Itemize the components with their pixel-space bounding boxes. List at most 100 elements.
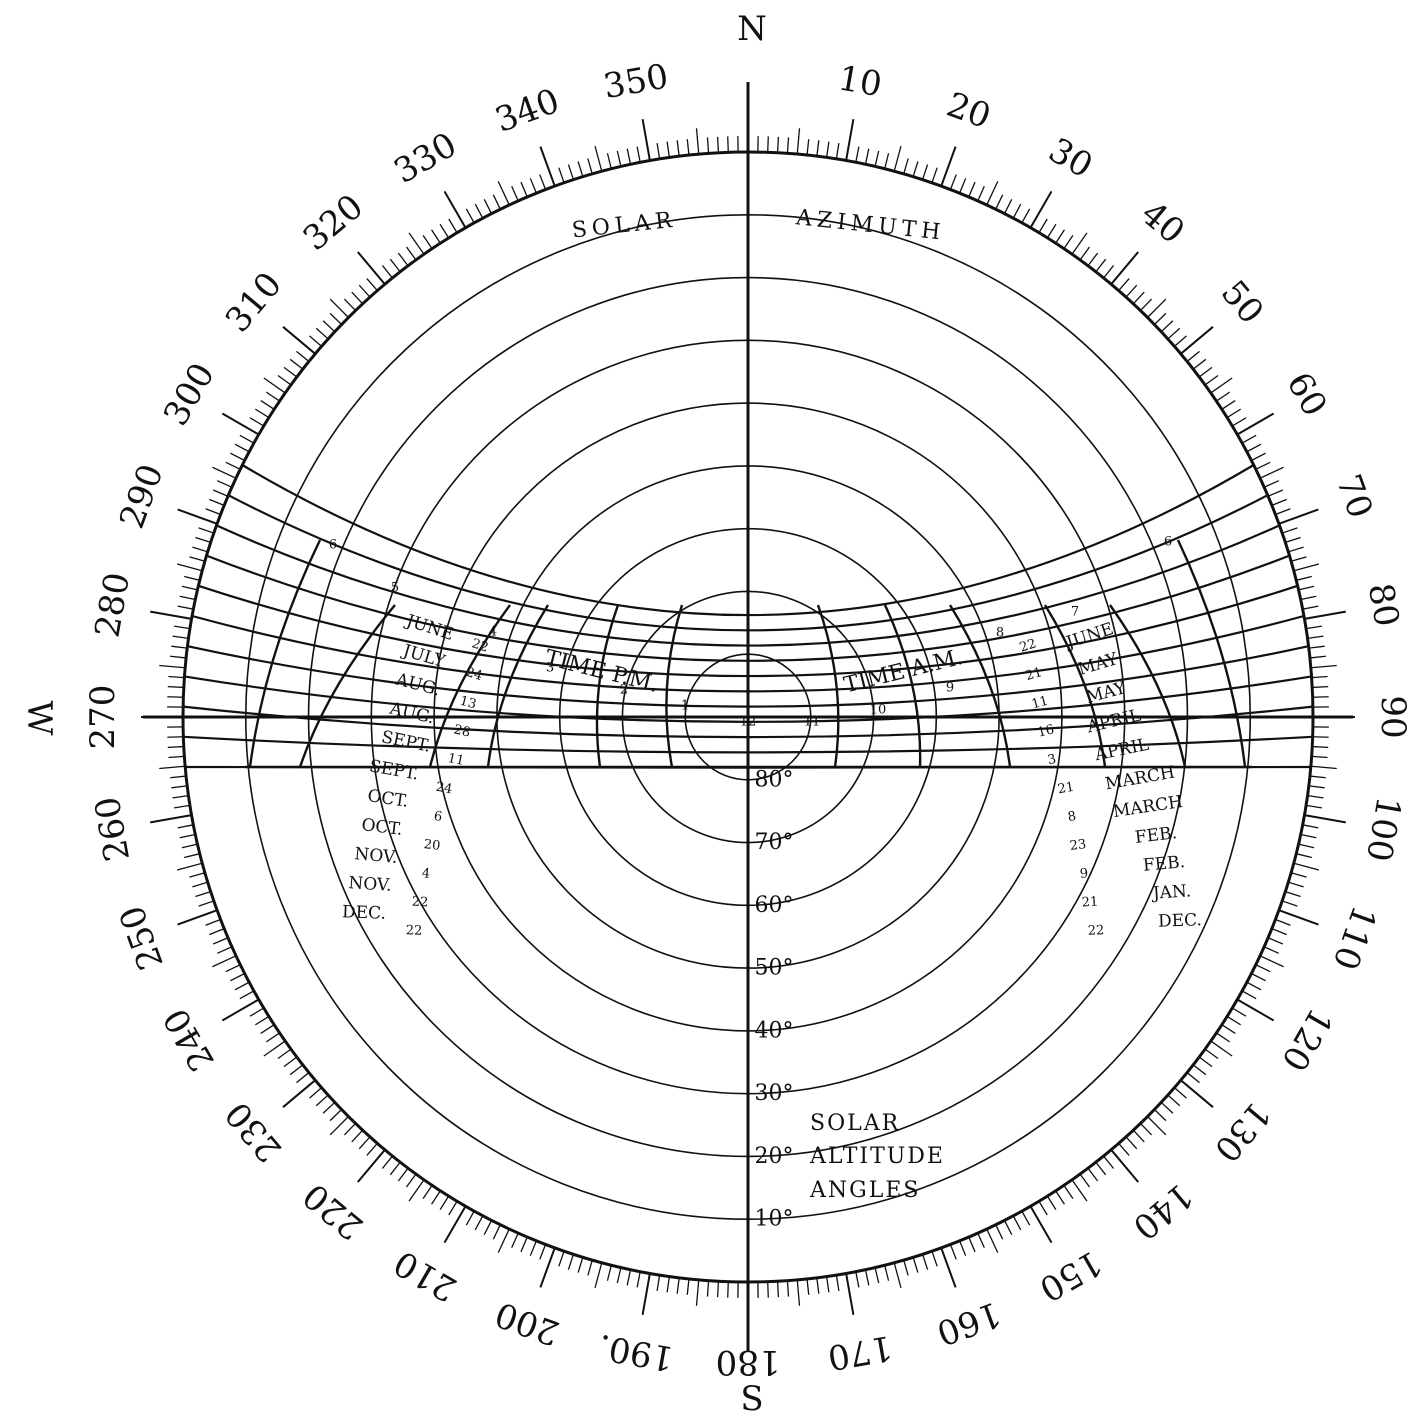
azimuth-tick <box>167 736 184 738</box>
azimuth-tick <box>195 536 211 544</box>
pm-date-day: 22 <box>470 636 490 655</box>
azimuth-tick <box>277 374 292 386</box>
azimuth-tick <box>1311 675 1328 679</box>
azimuth-tick <box>676 140 680 157</box>
azimuth-tick <box>1071 1179 1088 1202</box>
azimuth-tick <box>558 1251 565 1267</box>
azimuth-tick <box>1125 284 1138 298</box>
azimuth-tick <box>806 1278 810 1295</box>
azimuth-tick <box>884 153 890 169</box>
azimuth-tick <box>606 153 612 169</box>
azimuth-tick <box>949 1244 957 1260</box>
azimuth-tick <box>171 645 188 649</box>
azimuth-label-350: 350 <box>601 56 672 107</box>
azimuth-tick <box>1221 1024 1236 1034</box>
azimuth-tick <box>845 119 855 161</box>
azimuth-label-150: 150 <box>1032 1242 1108 1309</box>
azimuth-tick <box>884 1265 890 1281</box>
azimuth-tick <box>265 391 280 402</box>
south-label: S <box>740 1379 763 1419</box>
azimuth-tick <box>1180 326 1214 355</box>
azimuth-tick <box>177 824 194 829</box>
azimuth-tick <box>260 1024 275 1034</box>
azimuth-tick <box>606 1265 612 1281</box>
azimuth-tick <box>474 203 484 219</box>
azimuth-tick <box>1271 928 1287 936</box>
azimuth-tick <box>1103 1155 1115 1169</box>
west-label: W <box>19 701 59 736</box>
am-date-day: 21 <box>1057 780 1076 798</box>
azimuth-tick <box>567 1254 575 1270</box>
azimuth-tick <box>1285 536 1301 544</box>
azimuth-tick <box>448 1200 458 1216</box>
azimuth-tick <box>422 234 433 249</box>
azimuth-tick <box>282 326 316 355</box>
pm-date-month: OCT. <box>360 815 403 840</box>
azimuth-tick <box>225 964 241 973</box>
azimuth-tick <box>511 1232 519 1249</box>
azimuth-tick <box>1282 900 1298 907</box>
azimuth-label-260: 260 <box>87 794 138 865</box>
azimuth-tick <box>806 139 810 156</box>
azimuth-tick <box>497 1228 510 1253</box>
azimuth-tick <box>767 136 769 153</box>
hour-label: 12 <box>740 715 757 730</box>
azimuth-tick <box>198 527 214 534</box>
azimuth-tick <box>1236 412 1275 436</box>
azimuth-tick <box>329 312 343 325</box>
azimuth-tick <box>230 972 245 982</box>
azimuth-label-100: 100 <box>1358 794 1409 865</box>
azimuth-tick <box>912 1257 919 1273</box>
azimuth-label-270: 270 <box>83 685 123 750</box>
azimuth-tick <box>1259 955 1284 968</box>
azimuth-label-290: 290 <box>112 459 172 534</box>
azimuth-tick <box>1021 1210 1031 1226</box>
azimuth-tick <box>212 955 237 968</box>
azimuth-tick <box>656 143 661 160</box>
azimuth-tick <box>397 1167 409 1182</box>
azimuth-tick <box>1160 1101 1174 1114</box>
am-date-day: 9 <box>1079 866 1089 882</box>
azimuth-tick <box>931 1251 938 1267</box>
azimuth-tick <box>167 685 184 689</box>
hour-label: 11 <box>804 715 821 730</box>
azimuth-tick <box>529 1240 537 1256</box>
azimuth-tick <box>1071 232 1088 255</box>
azimuth-tick <box>1308 785 1325 789</box>
azimuth-tick <box>1087 252 1099 267</box>
azimuth-tick <box>254 1015 270 1026</box>
azimuth-label-210: 210 <box>387 1242 463 1309</box>
azimuth-tick <box>816 140 820 157</box>
am-date-day: 22 <box>1087 923 1104 939</box>
azimuth-tick <box>465 1210 475 1226</box>
am-date-day: 8 <box>1067 809 1077 825</box>
azimuth-tick <box>179 595 196 601</box>
azimuth-tick <box>1311 755 1328 759</box>
hour-line <box>1043 604 1107 768</box>
azimuth-tick <box>1204 374 1219 386</box>
azimuth-label-40: 40 <box>1133 194 1192 252</box>
azimuth-tick <box>1290 872 1307 878</box>
azimuth-label-120: 120 <box>1273 1001 1340 1077</box>
am-date-month: MARCH <box>1112 792 1184 822</box>
azimuth-tick <box>695 128 700 155</box>
azimuth-tick <box>234 981 250 991</box>
azimuth-tick <box>358 1136 371 1150</box>
pm-date-month: AUG. <box>387 698 436 728</box>
azimuth-tick <box>192 881 208 888</box>
azimuth-label-320: 320 <box>296 187 371 259</box>
azimuth-tick <box>903 1259 909 1276</box>
azimuth-tick <box>1278 909 1319 926</box>
azimuth-tick <box>170 775 187 779</box>
azimuth-tick <box>189 872 206 878</box>
azimuth-tick <box>177 605 194 610</box>
azimuth-tick <box>289 358 304 370</box>
am-date-month: JAN. <box>1150 881 1191 903</box>
azimuth-tick <box>343 298 356 312</box>
azimuth-tick <box>903 158 909 175</box>
azimuth-tick <box>1186 1072 1200 1084</box>
azimuth-tick <box>968 181 976 198</box>
azimuth-tick <box>1153 1109 1167 1122</box>
am-date-day: 3 <box>1046 752 1057 768</box>
azimuth-label-280: 280 <box>87 570 138 641</box>
